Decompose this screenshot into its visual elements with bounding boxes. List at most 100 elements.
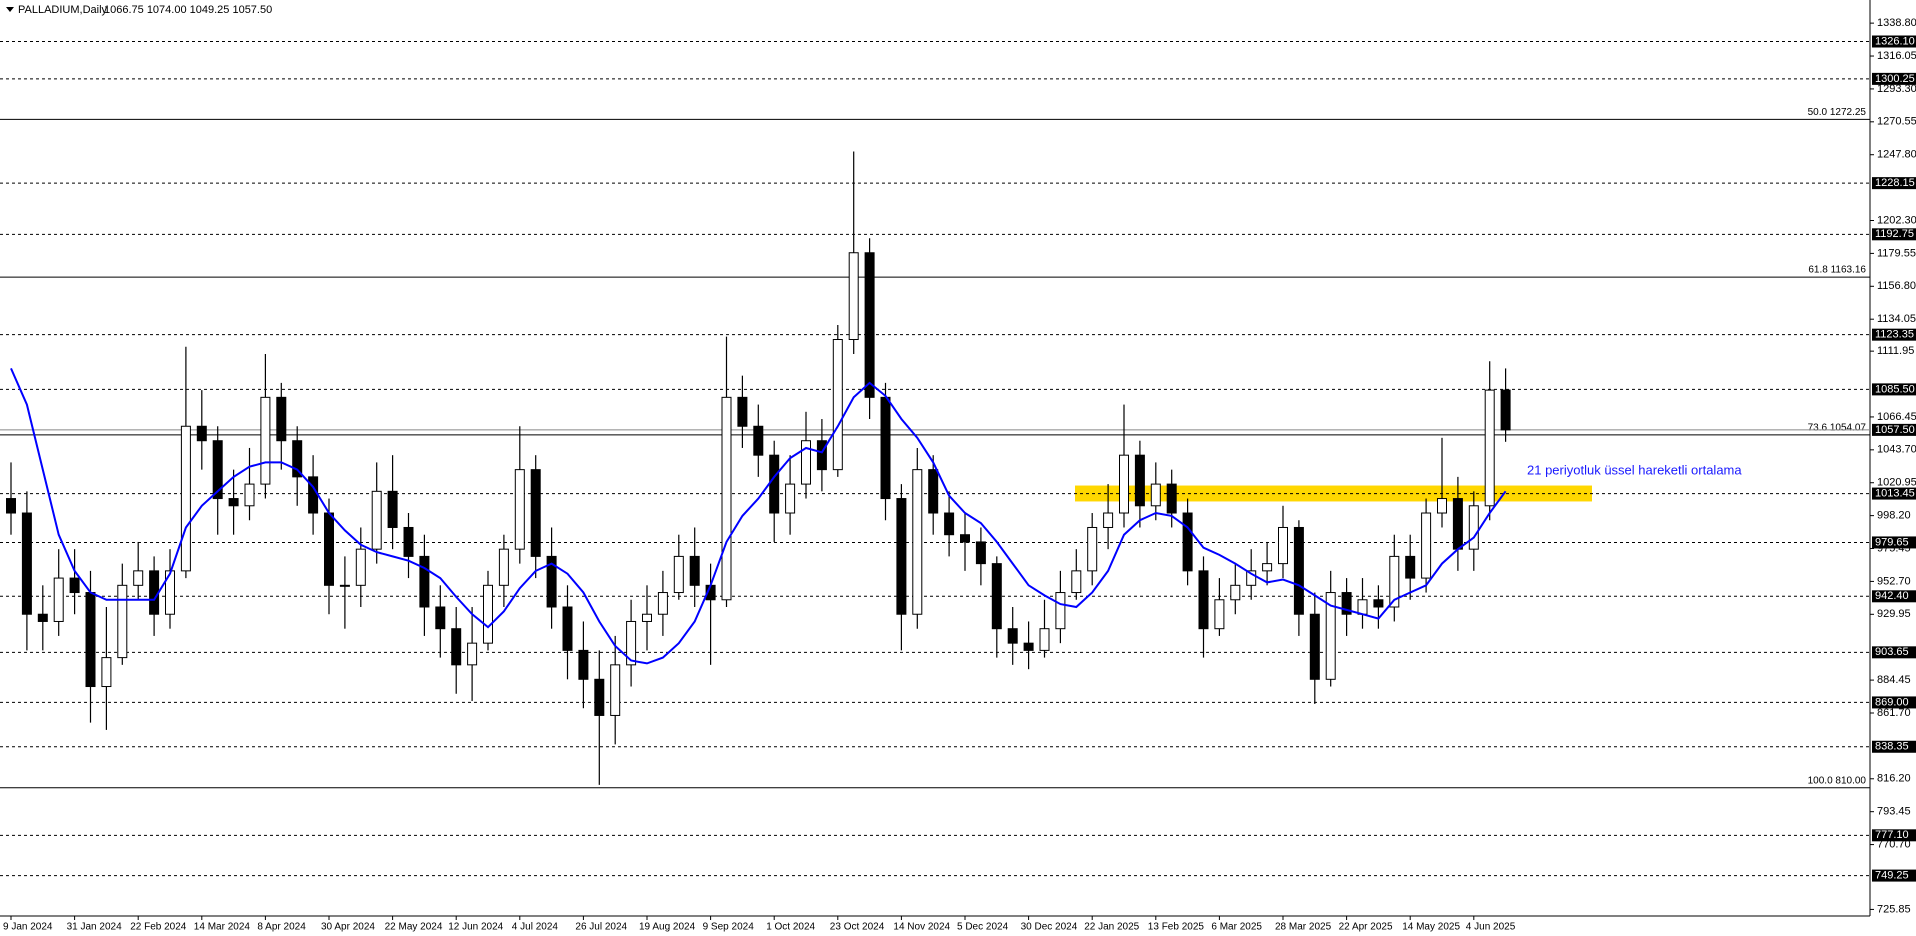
ema-line: [10, 367, 1507, 665]
candle-body: [1357, 599, 1368, 615]
y-tick-label: 1134.05: [1877, 313, 1916, 325]
candle-body: [562, 606, 573, 651]
candle-body: [1166, 483, 1177, 514]
candle-body: [212, 440, 223, 500]
x-tick-label: 22 Feb 2024: [130, 922, 187, 933]
x-tick-label: 22 May 2024: [385, 922, 443, 933]
fib-label: 50.0 1272.25: [1808, 107, 1867, 118]
candle-body: [53, 577, 64, 622]
candle-body: [1214, 599, 1225, 630]
level-label: 1192.75: [1875, 228, 1914, 240]
level-label: 1326.10: [1875, 35, 1915, 47]
level-label: 903.65: [1875, 646, 1909, 658]
x-tick-label: 30 Apr 2024: [321, 922, 375, 933]
candle-body: [673, 555, 684, 594]
candle-body: [117, 584, 128, 659]
x-tick-label: 14 Mar 2024: [194, 922, 251, 933]
y-tick-label: 884.45: [1877, 674, 1911, 686]
y-tick-label: 816.20: [1877, 773, 1911, 785]
candle-body: [1468, 505, 1479, 550]
x-tick-label: 30 Dec 2024: [1021, 922, 1078, 933]
candle-body: [387, 490, 398, 528]
x-tick-label: 22 Apr 2025: [1339, 922, 1393, 933]
candle-body: [228, 498, 239, 507]
candle-body: [6, 498, 16, 514]
candle-body: [101, 657, 112, 688]
candle-body: [1341, 592, 1352, 615]
level-label-box: [1872, 590, 1916, 603]
candle-body: [339, 584, 350, 587]
candle-body: [1309, 613, 1320, 680]
level-label-box: [1872, 228, 1916, 241]
candle-body: [37, 613, 48, 622]
level-label: 777.10: [1875, 829, 1909, 841]
candle-body: [657, 592, 668, 615]
level-label: 838.35: [1875, 741, 1909, 753]
level-label-box: [1872, 869, 1916, 882]
candle-body: [1023, 642, 1034, 651]
y-tick-label: 1066.45: [1877, 411, 1916, 423]
x-tick-label: 5 Dec 2024: [957, 922, 1009, 933]
candle-body: [912, 469, 923, 615]
level-label: 1013.45: [1875, 487, 1915, 499]
x-tick-label: 31 Jan 2024: [67, 922, 122, 933]
candle-body: [1484, 389, 1495, 507]
level-label-box: [1872, 487, 1916, 500]
y-tick-label: 1202.30: [1877, 214, 1916, 226]
candle-body: [610, 664, 621, 716]
candle-body: [991, 563, 1002, 630]
candle-body: [1500, 389, 1511, 431]
candle-body: [196, 425, 207, 442]
candle-body: [355, 548, 366, 586]
candle-body: [721, 396, 732, 601]
candle-body: [832, 339, 843, 471]
y-tick-label: 952.70: [1877, 575, 1911, 587]
y-tick-label: 1316.05: [1877, 50, 1916, 62]
candle-body: [276, 396, 287, 442]
y-tick-label: 725.85: [1877, 903, 1911, 915]
x-tick-label: 4 Jul 2024: [512, 922, 559, 933]
candle-body: [1452, 498, 1463, 550]
candle-body: [69, 577, 80, 594]
level-label: 1300.25: [1875, 73, 1915, 85]
x-tick-label: 6 Mar 2025: [1211, 922, 1262, 933]
candle-body: [1103, 512, 1114, 528]
level-label-box: [1872, 646, 1916, 659]
candle-body: [149, 570, 160, 615]
candle-body: [260, 396, 271, 485]
candle-body: [1182, 512, 1193, 572]
candle-body: [324, 512, 334, 586]
candle-body: [1262, 563, 1273, 572]
x-tick-label: 9 Jan 2024: [3, 922, 53, 933]
candle-body: [21, 512, 32, 615]
candle-body: [594, 678, 605, 716]
candle-body: [371, 490, 382, 550]
x-tick-label: 28 Mar 2025: [1275, 922, 1332, 933]
level-label-box: [1872, 72, 1916, 85]
candle-body: [1278, 526, 1288, 565]
ohlc-header: 1066.75 1074.00 1049.25 1057.50: [104, 4, 272, 16]
x-tick-label: 14 May 2025: [1402, 922, 1460, 933]
level-label: 979.65: [1875, 536, 1909, 548]
candle-body: [133, 570, 144, 586]
chart-title: PALLADIUM,Daily: [18, 4, 108, 16]
candle-body: [1039, 628, 1050, 651]
candle-body: [1437, 498, 1447, 514]
candle-body: [816, 440, 827, 471]
candle-body: [1198, 570, 1209, 630]
candle-body: [244, 483, 255, 507]
level-label-box: [1872, 696, 1916, 709]
candle-body: [1071, 570, 1082, 594]
level-label: 749.25: [1875, 869, 1909, 881]
candle-body: [880, 396, 891, 500]
y-tick-label: 1156.80: [1877, 280, 1916, 292]
y-tick-label: 1111.95: [1877, 345, 1914, 357]
candle-body: [419, 555, 430, 608]
x-tick-label: 13 Feb 2025: [1148, 922, 1205, 933]
y-tick-label: 998.20: [1877, 510, 1911, 522]
candle-body: [1230, 584, 1241, 601]
x-tick-label: 9 Sep 2024: [703, 922, 755, 933]
price-label: 1057.50: [1875, 424, 1915, 436]
